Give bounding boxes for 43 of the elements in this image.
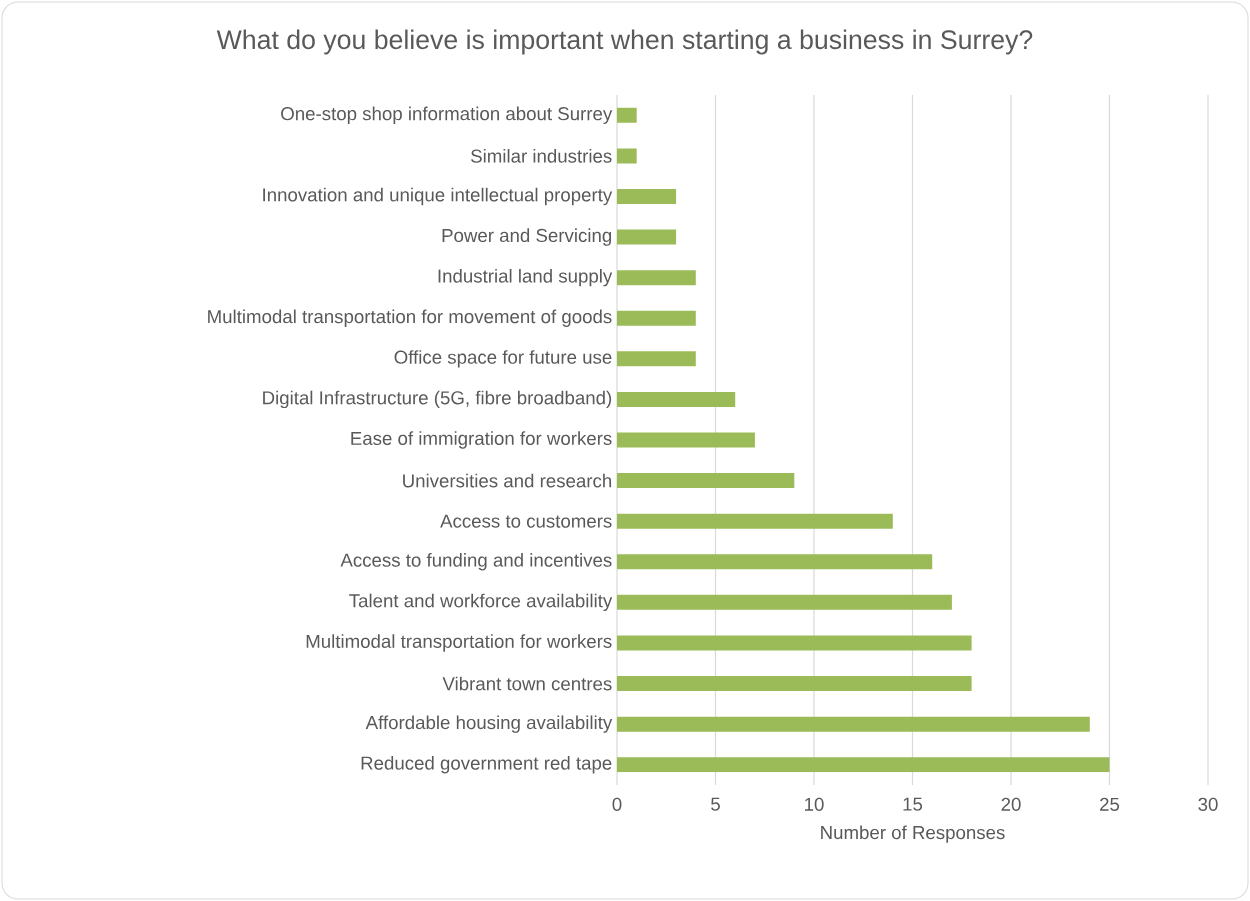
bar: [617, 351, 696, 367]
y-tick-label: Innovation and unique intellectual property: [263, 187, 613, 206]
bar: [617, 270, 696, 286]
y-tick-label: Reduced government red tape: [361, 756, 612, 774]
y-tick-label: Similar industries: [471, 149, 612, 163]
bar: [617, 188, 677, 204]
x-tick-label: 20: [1001, 797, 1021, 811]
x-tick-label: 15: [903, 797, 923, 811]
y-tick-label: Talent and workforce availability: [349, 593, 613, 612]
y-tick-label: Office space for future use: [394, 350, 612, 368]
y-tick-label: Universities and research: [403, 473, 612, 488]
y-tick-label: Multimodal transportation for workers: [306, 634, 612, 652]
bar: [617, 107, 637, 123]
y-tick-label: Industrial land supply: [438, 268, 613, 287]
bar: [617, 513, 893, 529]
x-tick-label: 5: [711, 797, 720, 811]
y-tick-label: Vibrant town centres: [442, 676, 612, 691]
bar: [617, 635, 972, 651]
y-tick-label: Affordable housing availability: [365, 715, 613, 733]
y-tick-label: Ease of immigration for workers: [351, 431, 612, 449]
bar: [617, 676, 972, 692]
chart-title: What do you believe is important when starting a business in Surrey?: [216, 29, 1033, 55]
bar: [617, 391, 736, 407]
y-tick-label: Access to funding and incentives: [340, 553, 612, 571]
bar: [617, 229, 677, 245]
bar: [617, 473, 795, 489]
x-tick-label: 0: [612, 797, 622, 811]
bar: [617, 594, 952, 610]
bar: [617, 757, 1110, 773]
x-tick-label: 10: [805, 797, 824, 811]
bar: [617, 148, 637, 164]
x-tick-label: 30: [1198, 797, 1218, 811]
y-tick-label: Digital Infrastructure (5G, fibre broadband): [263, 390, 612, 409]
x-axis-title: Number of Responses: [821, 825, 1005, 843]
y-tick-label: Power and Servicing: [442, 228, 612, 246]
y-tick-label: Access to customers: [440, 514, 612, 528]
bar: [617, 310, 696, 326]
bar: [617, 554, 933, 570]
y-tick-label: One-stop shop information about Surrey: [281, 106, 613, 124]
bar: [617, 432, 755, 448]
bar: [617, 716, 1090, 732]
y-tick-label: Multimodal transportation for movement of goods: [208, 309, 612, 327]
x-tick-label: 25: [1100, 797, 1120, 811]
